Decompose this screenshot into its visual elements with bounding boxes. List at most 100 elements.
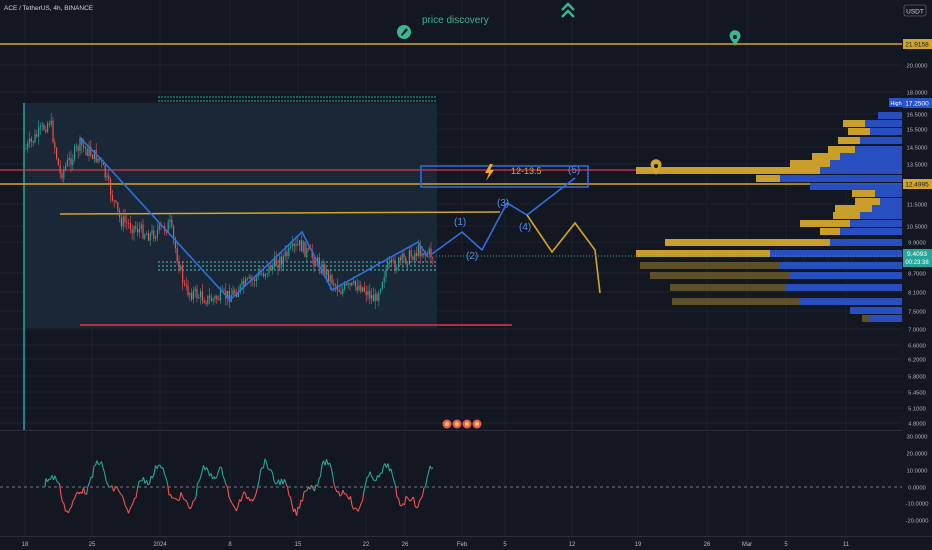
currency-badge[interactable] [903,4,927,17]
price-discovery-label: price discovery [422,15,489,26]
oscillator-segment [270,469,274,474]
oscillator-segment [147,483,150,486]
candle-body [129,223,131,230]
oscillator-segment [423,485,426,489]
target-zone-box[interactable] [420,165,589,188]
symbol-header[interactable]: ACE / TetherUS, 4h, BINANCE [4,5,94,12]
candle-body [99,158,101,160]
candle-body [311,249,313,259]
event-markers[interactable] [442,419,482,429]
oscillator-segment [412,496,416,506]
candle-body [392,259,394,261]
candle-body [354,280,356,287]
oscillator-segment [420,495,423,499]
candle-body [396,267,398,271]
oscillator-segment [96,460,100,465]
oscillator-segment [201,465,205,473]
candlesticks[interactable] [25,113,434,310]
price-tick: 6.2000 [908,358,926,364]
candle-body [345,283,347,285]
candle-body [178,261,180,271]
candle-body [347,283,349,285]
price-axis[interactable] [902,0,932,550]
candle-body [363,287,365,292]
oscillator-pane[interactable] [0,431,902,536]
oscillator-segment [369,471,373,477]
oscillator-segment [354,507,357,510]
oscillator-segment [372,478,375,482]
oscillator-segment [410,498,413,502]
oscillator-segment [298,499,302,509]
oscillator-segment [342,489,346,495]
candle-body [117,202,119,211]
oscillator-segment [390,468,394,476]
wave-projection-orange[interactable] [526,214,601,294]
candle-body [266,273,268,275]
blue-swing-lines[interactable] [79,137,429,302]
oscillator-segment [353,507,356,510]
candle-body [419,245,421,257]
candle-body [421,253,423,257]
candle-body [149,233,151,241]
oscillator-segment [103,472,107,481]
oscillator-segment [426,472,430,479]
candle-body [405,257,407,264]
vp-row [820,167,902,174]
oscillator-segment [417,500,421,508]
candle-body [291,243,293,247]
candle-body [317,257,319,264]
oscillator-segment [357,507,360,512]
time-axis[interactable] [0,536,902,550]
oscillator-tick: 0.0000 [908,486,926,492]
candle-body [203,300,205,303]
candle-body [68,157,70,161]
candle-body [394,260,396,271]
candle-body [41,125,43,127]
oscillator-segment [166,483,170,496]
lightning-icon [485,164,494,181]
oscillator-segment [111,485,115,492]
oscillator-segment [267,468,270,471]
vp-row-gold [855,198,880,205]
wave-label-5: (5) [568,165,580,176]
oscillator-segment [429,465,432,469]
vp-row [860,137,902,144]
candle-body [209,295,211,298]
badge-high-label [889,98,903,107]
candle-body [263,273,265,277]
wave-label-3: (3) [497,198,509,209]
oscillator-segment [151,473,155,479]
oscillator-segment [117,488,120,493]
oscillator-segment [93,464,96,467]
oscillator-segment [405,495,408,499]
oscillator-segment [210,473,214,480]
oscillator-segment [273,480,277,485]
oscillator-segment [107,483,110,488]
vp-row-gold [843,120,865,127]
oscillator-segment [231,502,234,507]
candle-body [383,277,385,282]
vp-row [810,183,902,190]
vp-row [850,307,902,314]
oscillator-segment [243,491,246,494]
candle-body [207,295,209,304]
candle-body [191,293,193,300]
badge-current-price-text: 9.4093 [907,251,927,258]
oscillator-segment [177,499,180,502]
candle-body [299,240,301,246]
candle-body [270,265,272,271]
oscillator-segment [88,476,92,483]
oscillator-segment [339,494,342,497]
vp-row [875,190,902,197]
candle-body [304,241,306,257]
oscillator-segment [56,480,59,483]
yellow-trend-line[interactable] [59,211,501,215]
oscillator-segment [63,503,67,512]
oscillator-segment [190,501,194,508]
vp-row [850,220,902,227]
oscillator-segment [202,465,206,471]
oscillator-segment [361,490,365,501]
wave-projection-blue[interactable] [431,177,576,255]
candle-body [158,224,160,231]
